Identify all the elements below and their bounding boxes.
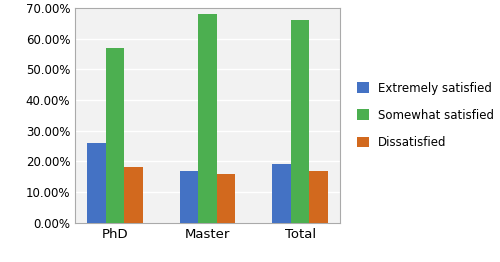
Bar bbox=[310, 171, 328, 223]
Bar bbox=[291, 20, 310, 223]
Bar bbox=[124, 167, 142, 223]
Bar bbox=[272, 164, 291, 223]
Legend: Extremely satisfied, Somewhat satisfied, Dissatisfied: Extremely satisfied, Somewhat satisfied,… bbox=[351, 76, 500, 155]
Bar bbox=[198, 14, 217, 223]
Bar bbox=[180, 171, 198, 223]
Bar bbox=[217, 174, 236, 223]
Bar bbox=[87, 143, 106, 223]
Bar bbox=[106, 48, 124, 223]
